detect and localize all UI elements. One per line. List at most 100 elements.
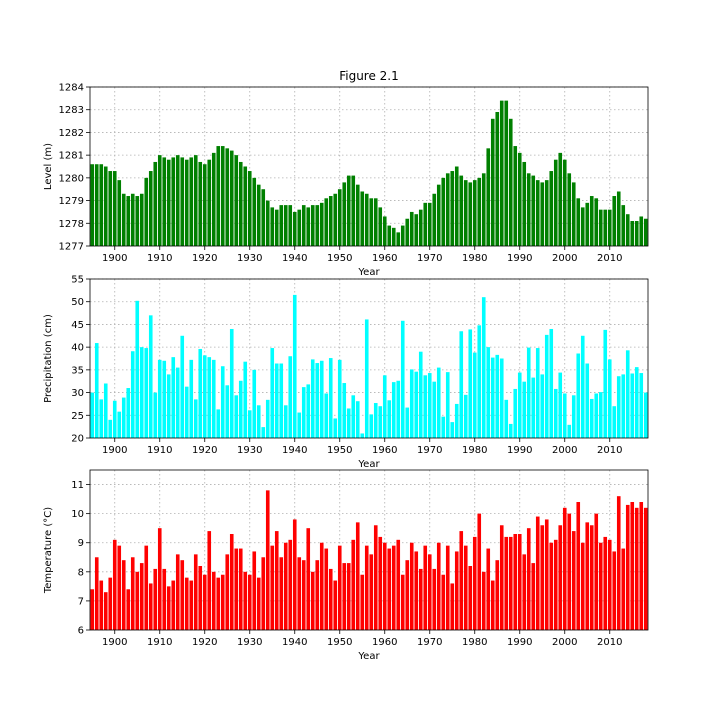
temperature-bar-1985 [495,560,500,630]
precipitation-bar-1913 [171,357,176,438]
temperature-bar-1969 [423,545,428,630]
temperature-bar-1949 [333,580,338,630]
level-bar-1937 [279,205,284,246]
level-bar-1976 [454,166,459,246]
precipitation-x-tick-label: 1960 [372,445,397,456]
temperature-bar-1944 [310,571,315,630]
precipitation-bar-1923 [216,409,221,438]
level-bar-2001 [567,173,572,246]
level-y-tick-label: 1279 [59,196,84,207]
precipitation-bar-2010 [607,359,612,438]
precipitation-bar-1978 [463,394,468,438]
level-bar-2012 [616,191,621,246]
level-bar-1986 [499,100,504,246]
temperature-bar-1905 [135,571,140,630]
temperature-bar-1912 [166,586,171,630]
level-bar-1918 [193,155,198,246]
precipitation-bar-1916 [184,386,189,438]
level-bar-1924 [220,146,225,246]
level-bar-1906 [139,193,144,246]
figure-title: Figure 2.1 [339,69,399,83]
temperature-bar-1895 [90,589,95,630]
temperature-bar-1943 [306,528,311,630]
level-bar-1896 [94,164,99,246]
temperature-bar-1971 [432,568,437,630]
precipitation-bar-1983 [486,347,491,438]
level-bar-1979 [468,182,473,246]
temperature-bar-1958 [373,525,378,630]
precipitation-bar-1957 [369,414,374,438]
precipitation-bar-1955 [360,433,365,438]
temperature-bar-1977 [459,531,464,630]
level-bar-1990 [517,152,522,246]
temperature-bar-1992 [526,528,531,630]
temperature-bar-1896 [94,557,99,630]
temperature-bar-1911 [162,568,167,630]
level-bar-1908 [148,171,153,246]
precipitation-chart-panel: 1900 1910 1920 1930 1940 1950 1960 1970 1980 1990… [43,275,649,470]
precipitation-bar-1962 [391,382,396,438]
precipitation-bar-1907 [144,348,149,438]
temperature-bar-2018 [643,507,648,630]
temperature-y-tick-label: 8 [78,567,84,578]
level-bar-1897 [99,164,104,246]
temperature-bar-1942 [301,560,306,630]
temperature-bar-1917 [189,580,194,630]
precipitation-bar-1926 [229,328,234,438]
level-bar-1895 [90,164,95,246]
precipitation-y-tick-label: 20 [71,434,84,445]
level-bar-1998 [553,159,558,246]
precipitation-bar-1967 [414,371,419,438]
level-x-tick-label: 1940 [282,253,307,264]
temperature-y-tick-label: 6 [78,626,84,637]
temperature-bar-2017 [639,502,644,630]
precipitation-bar-1934 [265,399,270,438]
level-bar-1957 [369,198,374,246]
temperature-bar-1923 [216,577,221,630]
temperature-bar-1968 [418,568,423,630]
temperature-bar-1924 [220,574,225,630]
level-bar-1973 [441,177,446,246]
level-bar-1927 [234,155,239,246]
temperature-bar-1959 [378,536,383,630]
precipitation-x-tick-label: 1980 [462,445,487,456]
temperature-bar-1967 [414,551,419,630]
level-bar-2014 [625,214,630,246]
precipitation-bar-1943 [306,384,311,438]
level-bar-1901 [117,180,122,246]
temperature-bar-1998 [553,539,558,630]
temperature-bar-1973 [441,574,446,630]
temperature-bar-1910 [157,528,162,630]
precipitation-bar-1984 [490,357,495,438]
level-bar-1952 [346,175,351,246]
precipitation-x-tick-label: 1940 [282,445,307,456]
level-bar-1945 [315,205,320,246]
precipitation-bar-1944 [310,359,315,438]
level-y-tick-label: 1277 [59,242,84,253]
level-bar-1933 [261,189,266,246]
temperature-x-tick-label: 1930 [237,637,262,648]
level-bar-2018 [643,218,648,246]
temperature-bar-1994 [535,516,540,630]
level-bar-1938 [283,205,288,246]
level-bar-1942 [301,205,306,246]
level-x-tick-label: 1900 [102,253,127,264]
precipitation-bar-2016 [634,367,639,438]
temperature-bar-1996 [544,519,549,630]
temperature-bar-1939 [288,539,293,630]
level-bar-1939 [288,205,293,246]
level-bar-1915 [180,157,185,246]
precipitation-plot-frame [89,278,649,439]
temperature-bar-1902 [121,560,126,630]
level-x-tick-label: 1910 [147,253,172,264]
level-bar-1940 [292,211,297,246]
temperature-bar-2008 [598,542,603,630]
level-bar-1962 [391,227,396,246]
temperature-bar-1903 [126,589,131,630]
temperature-y-axis-label: Temperature (°C) [43,507,54,594]
temperature-bar-1960 [382,542,387,630]
temperature-bar-1929 [243,571,248,630]
precipitation-bar-2007 [594,393,599,438]
level-bar-1951 [342,182,347,246]
precipitation-bar-1958 [373,403,378,438]
